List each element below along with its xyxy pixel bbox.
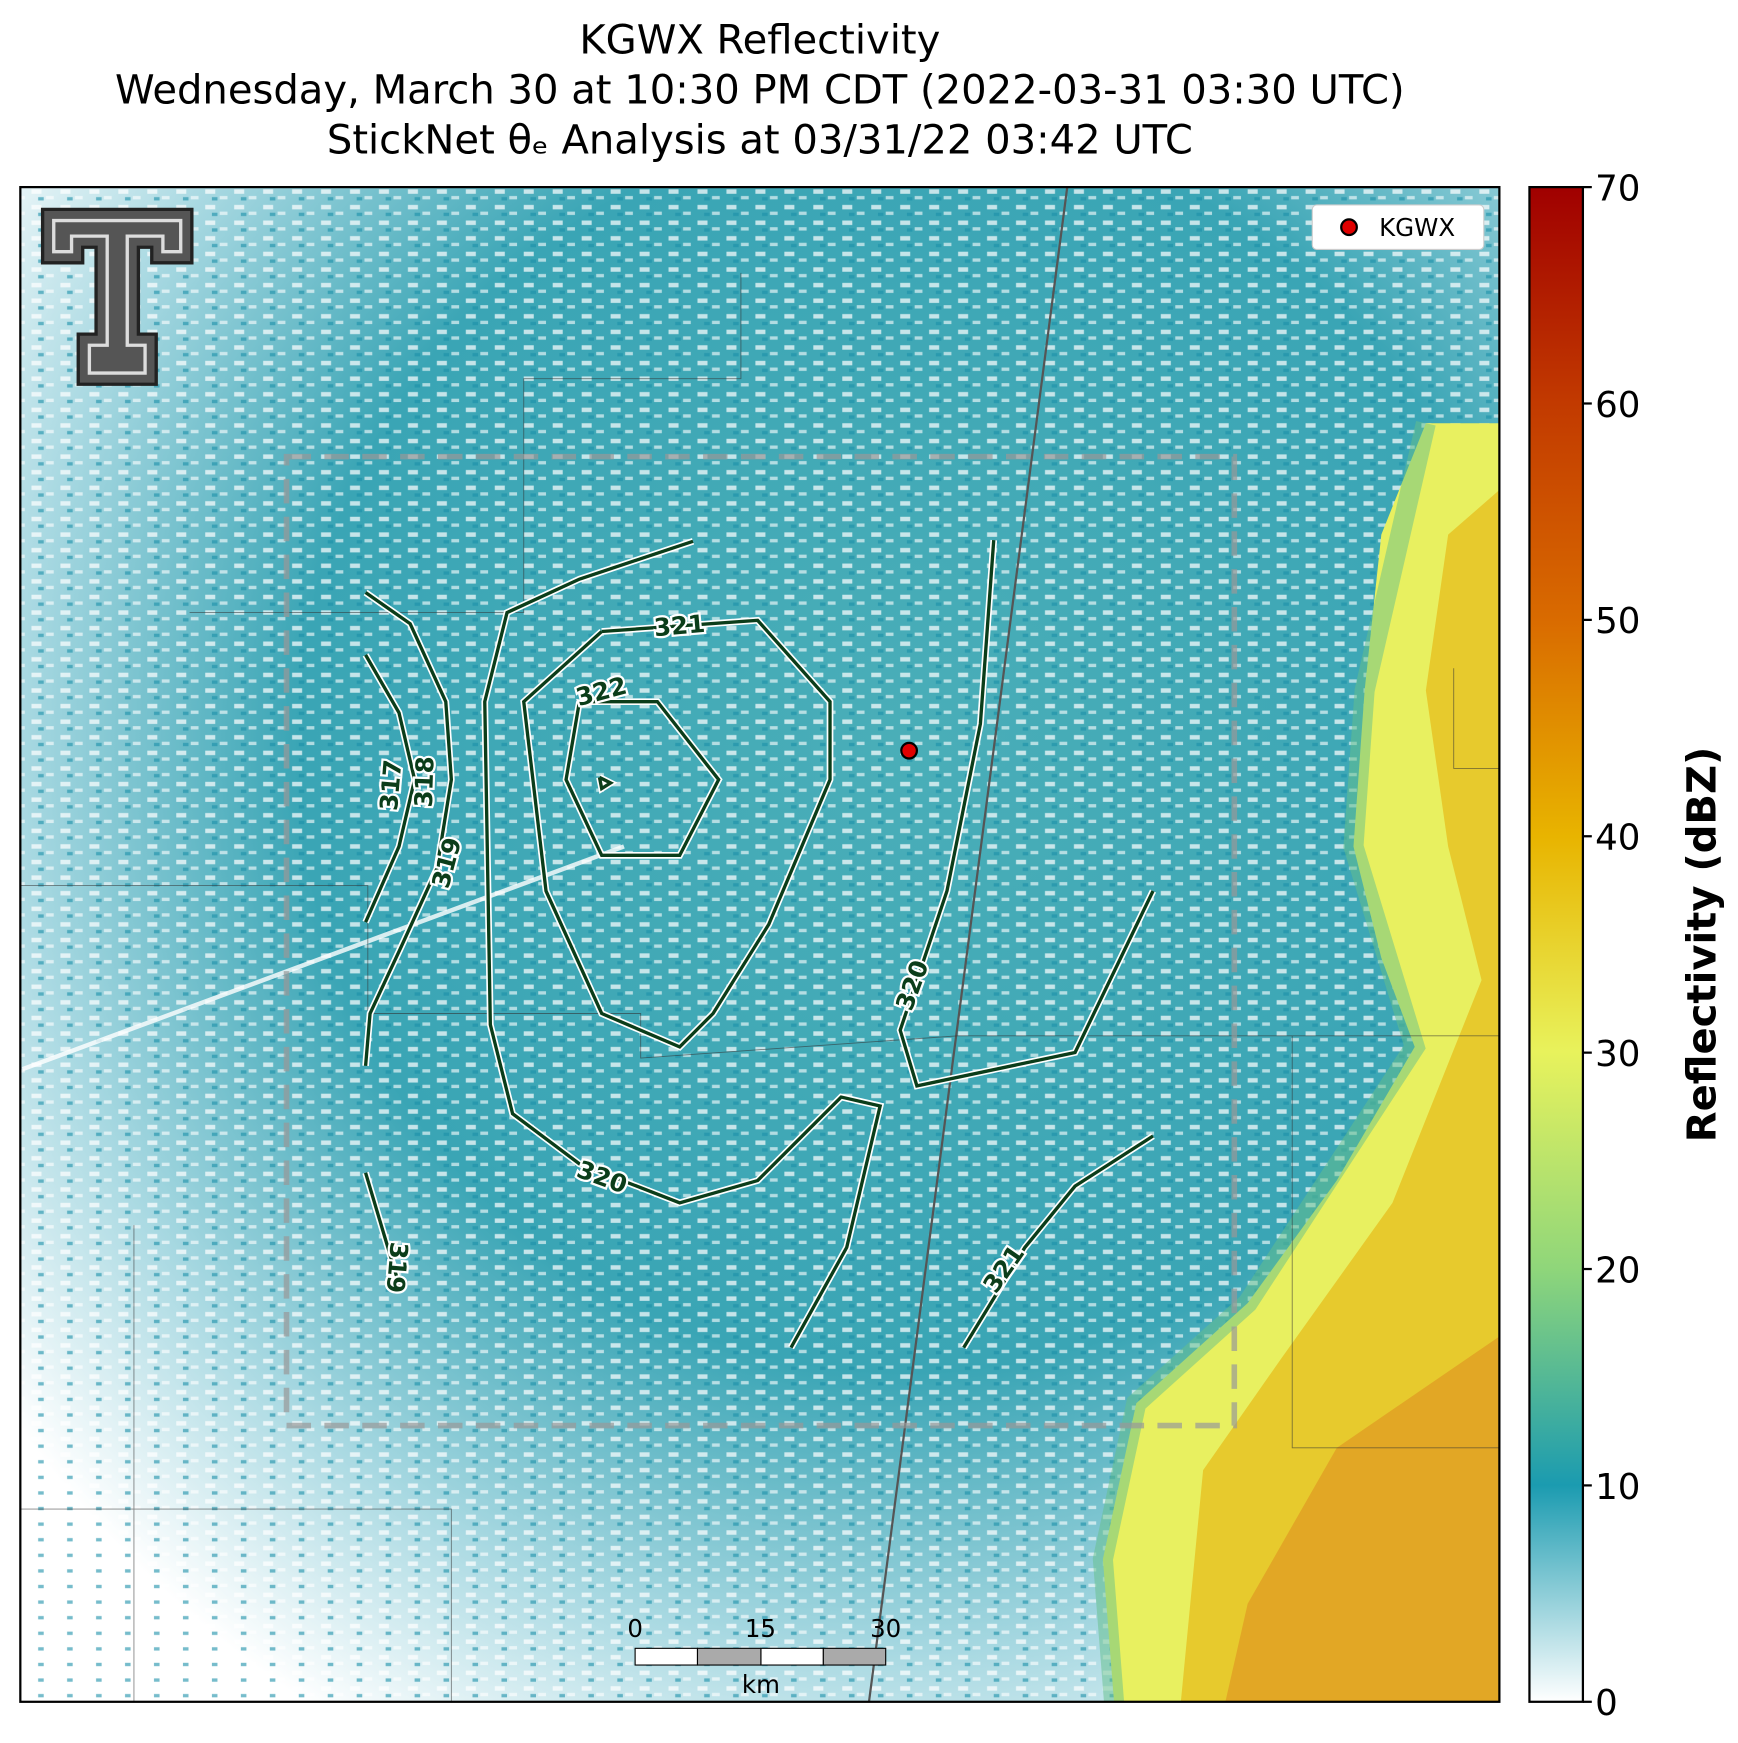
scale-unit: km: [742, 1670, 780, 1699]
colorbar-tick-label: 30: [1595, 1034, 1640, 1075]
contour-label: 318: [409, 756, 440, 808]
colorbar-tick-label: 50: [1595, 601, 1640, 642]
boundary: [867, 187, 1069, 1702]
scale-bar: km 0 15 30: [627, 1614, 901, 1699]
contour-line: [364, 654, 417, 923]
county-lines: [20, 272, 1500, 1702]
scale-segment: [760, 1647, 824, 1666]
map-frame: [19, 185, 1501, 1703]
contour-line: [363, 1172, 403, 1293]
colorbar-tick-label: 60: [1595, 385, 1640, 426]
contour-label: 321: [653, 609, 706, 642]
contour-line: [521, 618, 832, 1049]
colorbar: [1528, 185, 1585, 1703]
contour-line: [363, 591, 454, 1066]
title-line: Wednesday, March 30 at 10:30 PM CDT (202…: [115, 68, 1405, 114]
logo: [40, 207, 194, 386]
analysis-domain: [283, 453, 1238, 1429]
radar-site: [900, 741, 919, 760]
scale-tick-label: 15: [745, 1614, 776, 1643]
colorbar-tick-label: 0: [1595, 1683, 1618, 1724]
colorbar-tick-label: 10: [1595, 1467, 1640, 1508]
contour-line: [564, 699, 721, 858]
contour-line: [483, 539, 883, 1349]
radial-artifact: [21, 844, 625, 1072]
scale-segment: [696, 1647, 762, 1666]
precip-core: [1225, 1336, 1500, 1702]
colorbar-tick-label: 70: [1595, 168, 1640, 209]
colorbar-ticks: 0 10 20 30 40 50 60 70: [1582, 168, 1641, 1724]
contour-line: [898, 540, 1155, 1088]
contour-line: [597, 775, 615, 792]
precip-edge: [1092, 420, 1436, 1702]
scale-segment: [822, 1647, 887, 1666]
legend-label: KGWX: [1379, 213, 1455, 242]
colorbar-label: Reflectivity (dBZ): [1679, 747, 1725, 1143]
title-line: KGWX Reflectivity: [579, 17, 940, 63]
scale-segment: [634, 1647, 699, 1666]
scale-tick-label: 0: [627, 1614, 643, 1643]
legend-box: [1311, 204, 1485, 251]
colorbar-tick-label: 40: [1595, 818, 1640, 859]
scale-tick-label: 30: [870, 1614, 901, 1643]
legend: KGWX: [1311, 204, 1485, 251]
contour-label: 317: [374, 758, 407, 811]
contour-label: 319: [380, 1241, 413, 1294]
colorbar-tick-label: 20: [1595, 1250, 1640, 1291]
contour-line: [962, 1134, 1154, 1349]
title-line: StickNet θₑ Analysis at 03/31/22 03:42 U…: [327, 118, 1193, 164]
legend-marker: [1340, 218, 1358, 237]
